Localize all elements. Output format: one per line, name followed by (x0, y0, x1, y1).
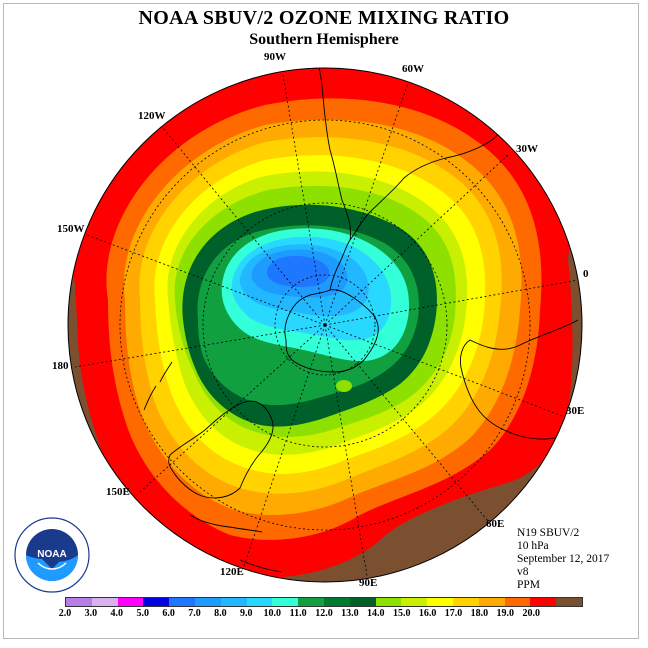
colorbar-swatch (246, 598, 273, 606)
longitude-label-90w: 90W (264, 51, 286, 63)
colorbar-swatch (323, 598, 350, 606)
page-title: NOAA SBUV/2 OZONE MIXING RATIO (138, 7, 510, 29)
longitude-label-0: 0 (583, 268, 589, 280)
figure-frame (3, 3, 639, 639)
contour-12-island (336, 380, 352, 392)
colorbar-tick-label: 9.0 (240, 608, 253, 619)
latitude-circle-60s (202, 202, 448, 448)
colorbar-tick-label: 17.0 (444, 608, 463, 619)
maritime-continent-coast (189, 514, 283, 573)
colorbar-tick-label: 20.0 (522, 608, 540, 619)
colorbar (65, 597, 583, 607)
longitude-label-180: 180 (52, 360, 69, 372)
colorbar-swatch (349, 598, 376, 606)
colorbar-swatch (504, 598, 531, 606)
meridian-30w (324, 154, 509, 326)
logo-text: NOAA (37, 549, 66, 560)
longitude-label-150w: 150W (57, 223, 85, 235)
colorbar-tick-label: 10.0 (263, 608, 281, 619)
colorbar-swatch (143, 598, 170, 606)
antarctic-peninsula (329, 239, 351, 291)
meridian-120e (243, 324, 326, 567)
longitude-label-60e: 60E (486, 518, 505, 530)
graticule (74, 74, 579, 577)
colorbar-tick-label: 15.0 (392, 608, 411, 619)
meridian-150e (139, 324, 326, 493)
page-subtitle: Southern Hemisphere (249, 31, 399, 48)
coastlines (143, 68, 579, 573)
colorbar-tick-label: 14.0 (367, 608, 385, 619)
colorbar-swatch (169, 598, 195, 606)
meridian-90e (324, 324, 368, 577)
longitude-label-60w: 60W (402, 63, 424, 75)
colorbar-swatch (375, 598, 402, 606)
colorbar-ticks: 2.0 3.0 4.0 5.0 6.0 7.0 8.0 9.0 10.0 11.0 12.0 13.0… (59, 608, 583, 622)
colorbar-tick-label: 4.0 (110, 608, 124, 619)
meridian-30e (324, 324, 563, 417)
longitude-label-30w: 30W (516, 143, 538, 155)
colorbar-swatch (91, 598, 118, 606)
latitude-circle-80s (274, 274, 376, 376)
australia-coast (168, 400, 274, 499)
longitude-label-120e: 120E (220, 566, 244, 578)
colorbar-tick-label: 8.0 (214, 608, 227, 619)
colorbar-tick-label: 3.0 (84, 608, 98, 619)
info-pressure: 10 hPa (517, 540, 549, 552)
colorbar-tick-label: 5.0 (136, 608, 149, 619)
colorbar-tick-label: 18.0 (470, 608, 489, 619)
longitude-label-150e: 150E (106, 486, 130, 498)
colorbar-tick-label: 7.0 (188, 608, 201, 619)
antarctica-coast (284, 289, 379, 373)
africa-coast (459, 319, 579, 440)
colorbar-tick-label: 16.0 (418, 608, 437, 619)
contour-5 (266, 256, 330, 288)
colorbar-swatch (66, 598, 92, 606)
colorbar-tick-label: 12.0 (315, 608, 333, 619)
info-satellite: N19 SBUV/2 (517, 527, 580, 539)
latitude-circle-40s (119, 119, 531, 531)
colorbar-swatch (401, 598, 428, 606)
south-america-coast (315, 68, 509, 241)
meridian-90w (282, 74, 326, 326)
colorbar-tick-label: 2.0 (58, 608, 72, 619)
longitude-label-30e: 30E (566, 405, 585, 417)
colorbar-swatch (272, 598, 299, 606)
colorbar-tick-label: 13.0 (341, 608, 359, 619)
colorbar-tick-label: 19.0 (496, 608, 515, 619)
colorbar-tick-label: 6.0 (162, 608, 175, 619)
colorbar-swatch (530, 598, 557, 606)
info-date: September 12, 2017 (517, 553, 610, 565)
longitude-label-90e: 90E (359, 577, 378, 589)
meridian-180 (74, 324, 326, 368)
info-version: v8 (517, 566, 529, 578)
meridian-150w (86, 234, 326, 326)
colorbar-swatch (194, 598, 221, 606)
colorbar-swatch (556, 598, 582, 606)
colorbar-swatch (117, 598, 144, 606)
info-units: PPM (517, 579, 541, 591)
colorbar-swatch (298, 598, 324, 606)
meridian-60e (324, 324, 489, 522)
new-zealand-coast (143, 361, 173, 411)
longitude-label-120w: 120W (138, 110, 166, 122)
colorbar-swatch (427, 598, 453, 606)
map-disc-outline (67, 67, 583, 583)
colorbar-swatch (452, 598, 479, 606)
meridian-120w (162, 127, 326, 326)
meridian-60w (324, 82, 409, 326)
colorbar-swatch (478, 598, 505, 606)
data-info-block: N19 SBUV/2 10 hPa September 12, 2017 v8 … (517, 527, 609, 592)
colorbar-tick-label: 11.0 (289, 608, 307, 619)
colorbar-swatch (220, 598, 247, 606)
ozone-field (68, 68, 582, 582)
noaa-logo: NOAA (14, 517, 90, 593)
